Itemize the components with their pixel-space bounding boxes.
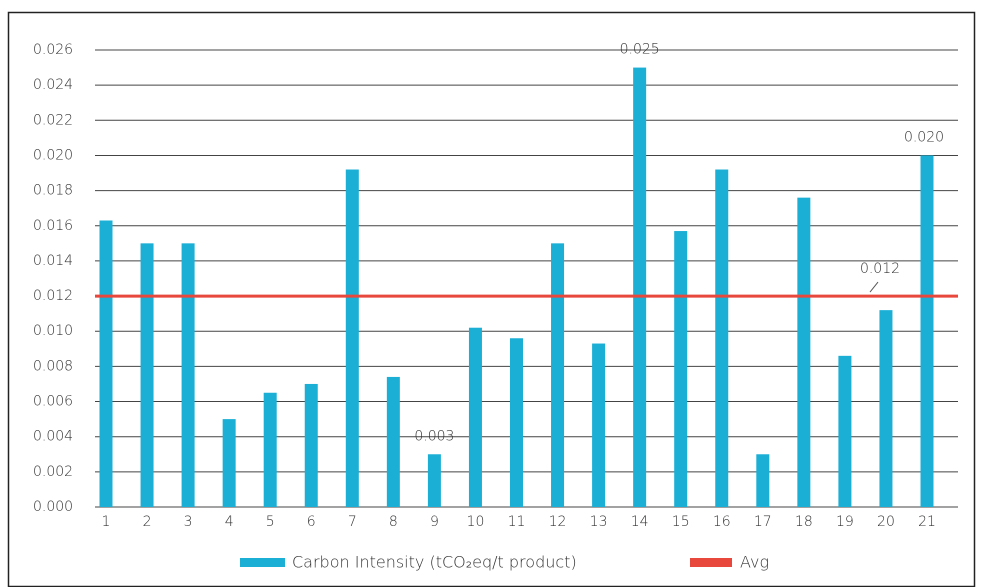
bar bbox=[182, 243, 195, 507]
x-tick-label: 15 bbox=[672, 514, 690, 530]
y-tick-label: 0.026 bbox=[33, 42, 73, 58]
bar bbox=[346, 170, 359, 507]
bar bbox=[551, 243, 564, 507]
y-tick-label: 0.014 bbox=[33, 253, 73, 269]
bar bbox=[223, 419, 236, 507]
bar bbox=[921, 155, 934, 507]
x-tick-label: 20 bbox=[877, 514, 895, 530]
bar bbox=[756, 454, 769, 507]
y-tick-label: 0.018 bbox=[33, 183, 73, 199]
bar bbox=[100, 220, 113, 507]
y-tick-label: 0.008 bbox=[33, 358, 73, 374]
x-tick-label: 17 bbox=[754, 514, 772, 530]
y-tick-label: 0.024 bbox=[33, 77, 73, 93]
bar bbox=[838, 356, 851, 507]
bar bbox=[715, 170, 728, 507]
x-tick-label: 19 bbox=[836, 514, 854, 530]
legend-label: Carbon Intensity (tCO₂eq/t product) bbox=[292, 553, 577, 572]
x-tick-label: 11 bbox=[508, 514, 526, 530]
y-tick-label: 0.000 bbox=[33, 499, 73, 515]
legend-swatch bbox=[690, 558, 732, 567]
y-tick-label: 0.006 bbox=[33, 394, 73, 410]
x-tick-label: 2 bbox=[143, 514, 152, 530]
bar bbox=[305, 384, 318, 507]
y-tick-label: 0.020 bbox=[33, 147, 73, 163]
bar bbox=[428, 454, 441, 507]
x-tick-label: 7 bbox=[348, 514, 357, 530]
y-tick-label: 0.022 bbox=[33, 112, 73, 128]
chart: 0.000 0.002 0.004 0.006 0.008 0.010 0.012 0.014… bbox=[0, 0, 983, 587]
x-tick-label: 10 bbox=[467, 514, 485, 530]
bar bbox=[469, 328, 482, 507]
x-tick-label: 8 bbox=[389, 514, 398, 530]
bar bbox=[510, 338, 523, 507]
bar bbox=[264, 393, 277, 507]
y-tick-label: 0.016 bbox=[33, 218, 73, 234]
value-label: 0.020 bbox=[904, 129, 944, 145]
bar bbox=[674, 231, 687, 507]
bar bbox=[592, 344, 605, 507]
x-tick-label: 1 bbox=[102, 514, 111, 530]
x-tick-label: 21 bbox=[918, 514, 936, 530]
x-tick-label: 4 bbox=[225, 514, 234, 530]
x-tick-label: 12 bbox=[549, 514, 567, 530]
y-tick-label: 0.010 bbox=[33, 323, 73, 339]
x-tick-label: 3 bbox=[184, 514, 193, 530]
legend-label: Avg bbox=[740, 553, 769, 572]
x-tick-label: 13 bbox=[590, 514, 608, 530]
bar bbox=[879, 310, 892, 507]
avg-leader bbox=[870, 282, 878, 292]
avg-label: 0.012 bbox=[860, 261, 900, 277]
y-tick-label: 0.004 bbox=[33, 429, 73, 445]
bar bbox=[797, 198, 810, 507]
x-tick-label: 6 bbox=[307, 514, 316, 530]
value-label: 0.025 bbox=[620, 42, 660, 58]
x-tick-label: 9 bbox=[430, 514, 439, 530]
bar bbox=[633, 68, 646, 507]
x-tick-label: 16 bbox=[713, 514, 731, 530]
legend-swatch bbox=[240, 558, 285, 567]
y-tick-label: 0.012 bbox=[33, 288, 73, 304]
x-tick-label: 5 bbox=[266, 514, 275, 530]
x-tick-label: 18 bbox=[795, 514, 813, 530]
x-tick-label: 14 bbox=[631, 514, 649, 530]
bar bbox=[387, 377, 400, 507]
bar bbox=[141, 243, 154, 507]
value-label: 0.003 bbox=[414, 428, 454, 444]
y-tick-label: 0.002 bbox=[33, 464, 73, 480]
